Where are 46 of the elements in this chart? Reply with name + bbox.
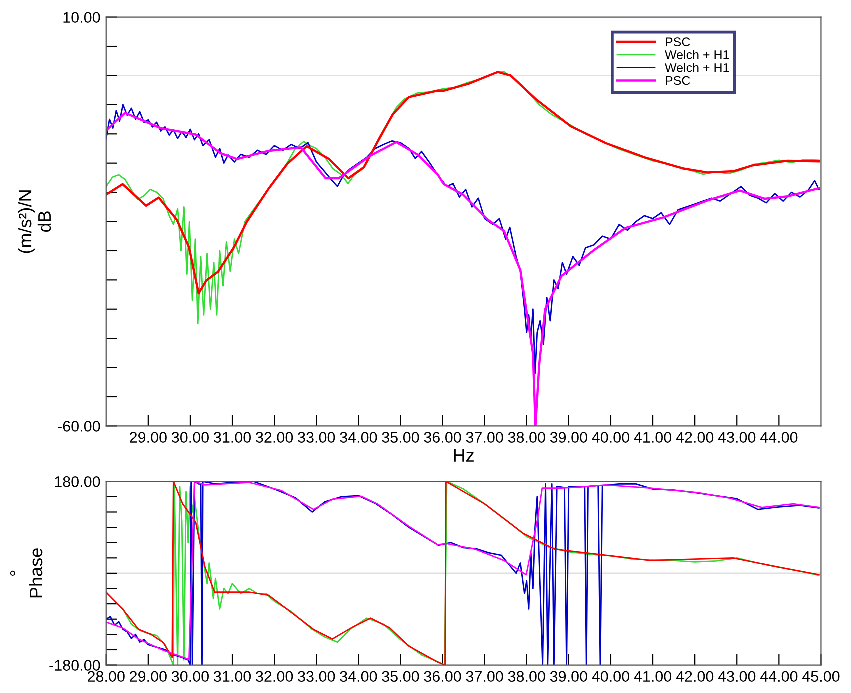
y-tick-label: 10.00 bbox=[64, 12, 100, 24]
x-tick-label: 39.00 bbox=[550, 671, 588, 682]
x-tick-label: 39.00 bbox=[550, 432, 588, 443]
x-tick-label: 35.00 bbox=[382, 432, 420, 443]
x-tick-label: 33.00 bbox=[298, 671, 336, 682]
y-tick-label: -60.00 bbox=[58, 421, 100, 432]
legend-label: Welch + H1 bbox=[665, 50, 730, 60]
x-tick-label: 35.00 bbox=[382, 671, 420, 682]
line-series bbox=[106, 104, 820, 374]
x-tick-label: 38.00 bbox=[508, 671, 546, 682]
y-tick-label: -180.00 bbox=[50, 660, 100, 671]
x-tick-label: 30.00 bbox=[172, 432, 209, 443]
y-axis-title: (m/s²)/N dB bbox=[18, 190, 52, 254]
x-tick-label: 44.00 bbox=[760, 432, 798, 443]
x-tick-label: 37.00 bbox=[466, 671, 504, 682]
x-tick-label: 30.00 bbox=[172, 671, 209, 682]
x-tick-label: 31.00 bbox=[214, 432, 252, 443]
x-tick-label: 42.00 bbox=[676, 432, 714, 443]
x-tick-label: 28.00 bbox=[88, 671, 125, 682]
x-tick-label: 41.00 bbox=[634, 671, 672, 682]
x-tick-label: 31.00 bbox=[214, 671, 252, 682]
x-tick-label: 33.00 bbox=[298, 432, 336, 443]
x-tick-label: 36.00 bbox=[424, 671, 462, 682]
x-tick-label: 38.00 bbox=[508, 432, 546, 443]
x-tick-label: 44.00 bbox=[760, 671, 798, 682]
x-tick-label: 32.00 bbox=[256, 432, 294, 443]
x-tick-label: 40.00 bbox=[592, 671, 630, 682]
x-tick-label: 43.00 bbox=[718, 432, 756, 443]
x-axis-title: Hz bbox=[454, 449, 474, 462]
legend-label: PSC bbox=[666, 38, 690, 47]
x-tick-label: 29.00 bbox=[130, 671, 167, 682]
y-axis-title: ° Phase bbox=[10, 548, 43, 598]
x-tick-label: 45.00 bbox=[802, 671, 840, 682]
x-tick-label: 40.00 bbox=[592, 432, 630, 443]
x-tick-label: 42.00 bbox=[676, 671, 714, 682]
x-tick-label: 37.00 bbox=[466, 432, 504, 443]
y-tick-label: 180.00 bbox=[55, 476, 100, 488]
x-tick-label: 36.00 bbox=[424, 432, 462, 443]
legend-label: PSC bbox=[666, 76, 690, 86]
x-tick-label: 41.00 bbox=[634, 432, 672, 443]
x-tick-label: 32.00 bbox=[256, 671, 294, 682]
x-tick-label: 43.00 bbox=[718, 671, 756, 682]
x-tick-label: 29.00 bbox=[130, 432, 167, 443]
x-tick-label: 34.00 bbox=[340, 671, 378, 682]
legend-label: Welch + H1 bbox=[665, 63, 730, 72]
x-tick-label: 34.00 bbox=[340, 432, 378, 443]
